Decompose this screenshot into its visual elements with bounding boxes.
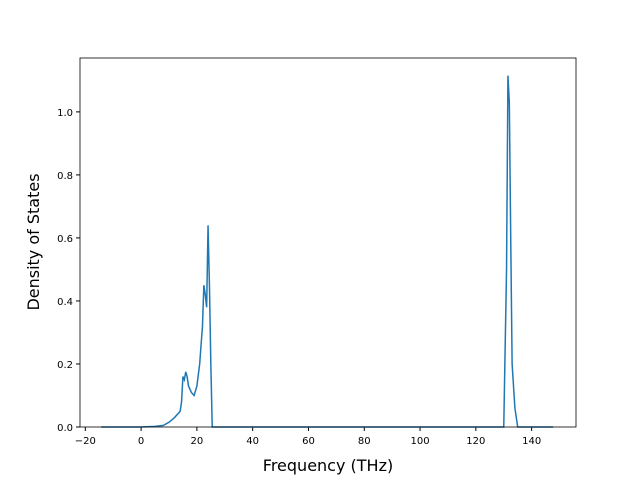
x-tick-label: 100 [411,436,430,447]
y-tick-label: 0.4 [57,297,73,308]
y-tick-label: 0.8 [57,171,73,182]
y-tick-label: 0.0 [57,423,73,434]
x-tick-label: 40 [246,436,259,447]
y-tick-label: 0.2 [57,360,73,371]
y-tick-label: 1.0 [57,108,73,119]
x-tick-label: 80 [358,436,371,447]
x-tick-label: 60 [302,436,315,447]
plot-frame [79,57,577,428]
x-tick-label: −20 [75,436,96,447]
x-tick-label: 0 [138,436,144,447]
y-tick-label: 0.6 [57,234,73,245]
x-tick-label: 140 [522,436,541,447]
x-tick-label: 20 [191,436,204,447]
y-axis-label: Density of States [24,173,43,310]
x-axis-label: Frequency (THz) [263,456,393,475]
x-tick-label: 120 [466,436,485,447]
line [101,75,554,428]
